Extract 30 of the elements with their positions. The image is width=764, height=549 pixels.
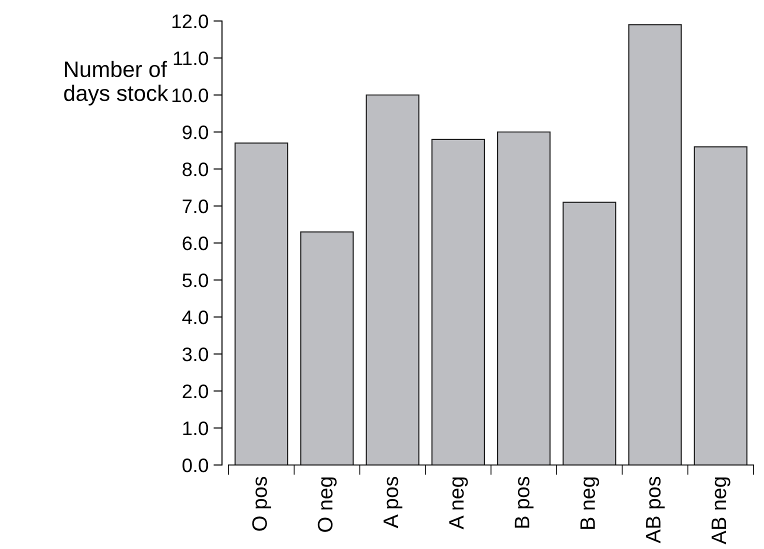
x-tick-label: B neg: [580, 477, 600, 529]
y-tick-label: 4.0: [182, 310, 208, 324]
y-tick-label: 7.0: [182, 199, 208, 214]
y-tick-label: 11.0: [174, 51, 208, 66]
x-tick-label: O neg: [318, 477, 337, 532]
x-tick-label: AB neg: [712, 477, 730, 544]
y-tick-label: 5.0: [182, 273, 208, 288]
bar: [562, 202, 616, 465]
y-tick-label: 10.0: [172, 88, 208, 102]
y-tick-label: 12.0: [172, 14, 208, 28]
y-axis-title: Number of days stock: [64, 60, 168, 106]
y-tick-label: 9.0: [182, 125, 208, 140]
bar: [234, 142, 288, 465]
bar: [497, 131, 551, 465]
bar: [300, 231, 354, 465]
y-tick-label: 8.0: [182, 162, 208, 176]
x-tick-label: AB pos: [646, 476, 665, 544]
x-tick-label: O pos: [252, 476, 272, 531]
bar: [628, 24, 682, 465]
y-tick-label: 6.0: [182, 236, 208, 250]
bar: [431, 138, 485, 465]
x-tick-label: B pos: [514, 476, 534, 528]
y-tick-label: 0.0: [182, 458, 208, 472]
bar: [694, 146, 748, 465]
y-tick-label: 3.0: [182, 347, 208, 362]
y-tick-label: 1.0: [183, 421, 208, 436]
x-tick-label: A neg: [449, 477, 468, 530]
y-tick-label: 2.0: [182, 384, 208, 398]
bar: [366, 94, 420, 465]
x-tick-label: A pos: [384, 476, 402, 528]
